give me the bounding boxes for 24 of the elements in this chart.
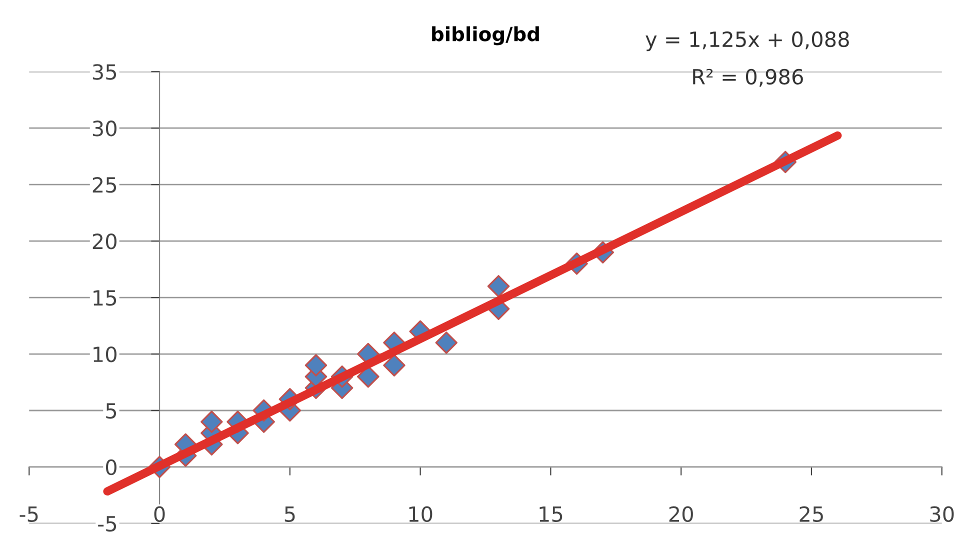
y-tick-label: 10 [94,346,116,362]
y-tick-label: 30 [92,120,116,136]
x-tick-label: 10 [409,506,432,522]
point [304,354,328,376]
x-tick-label: 15 [540,506,562,522]
x-tick-label: 0 [154,506,165,522]
y-tick-label: 0 [106,459,116,476]
x-tick-label: 20 [669,506,693,522]
y-tick-label: 15 [94,290,116,306]
x-tick-label: 25 [800,506,823,522]
y-tick-label: 5 [106,403,116,419]
x-tick-label: -5 [20,506,38,522]
y-tick-label: 35 [92,64,116,80]
x-tick-label: 30 [930,506,954,522]
point [383,354,406,376]
y-tick-label: 20 [92,234,116,250]
annotation: R² = 0,986 [693,68,803,87]
point [487,275,510,298]
point [200,410,223,433]
chart-title: bibliog/bd [432,26,539,46]
y-tick-label: 25 [92,177,116,193]
text: y = 1,125x + 0,088 [646,31,849,52]
point [435,332,458,354]
x-tick-label: 5 [284,506,295,522]
